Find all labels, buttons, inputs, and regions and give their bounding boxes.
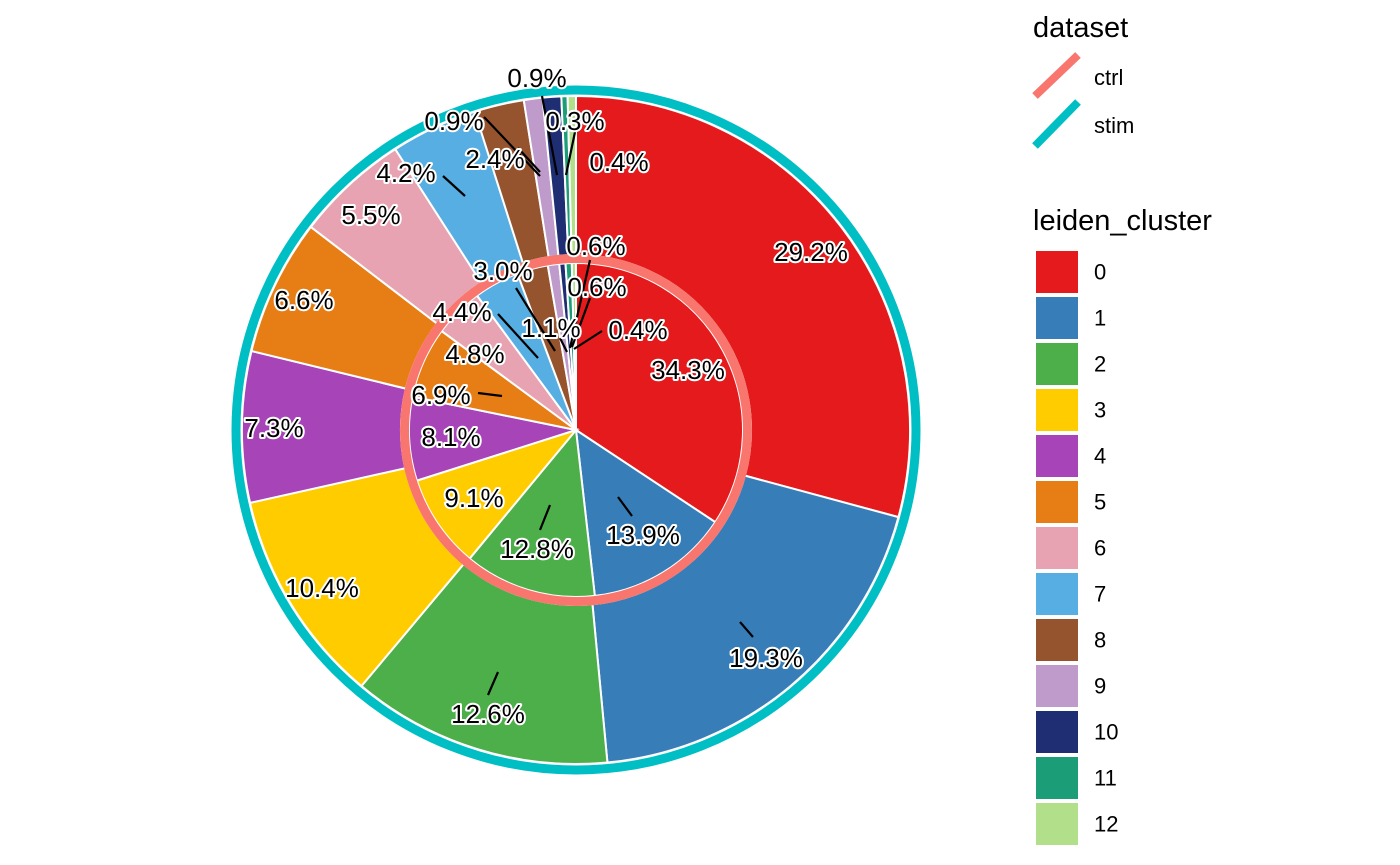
stim-label-cluster-4: 7.3% — [244, 413, 303, 443]
ctrl-leader-line-cluster-1 — [617, 496, 633, 517]
ctrl-label-cluster-6: 4.8% — [445, 339, 504, 369]
stim-label-cluster-11: 0.3% — [545, 106, 604, 136]
legend-swatch-cluster-3 — [1036, 389, 1078, 431]
legend-swatch-cluster-10 — [1036, 711, 1078, 753]
stim-label-cluster-6: 5.5% — [341, 200, 400, 230]
legend-label-cluster-11: 11 — [1094, 766, 1117, 791]
stim-label-cluster-2: 12.6% — [451, 699, 525, 729]
legend-swatch-cluster-5 — [1036, 481, 1078, 523]
legend-swatch-cluster-7 — [1036, 573, 1078, 615]
ctrl-label-cluster-3: 9.1% — [444, 483, 503, 513]
ctrl-label-cluster-12: 0.4% — [608, 315, 667, 345]
legend-label-cluster-10: 10 — [1094, 720, 1118, 745]
ctrl-label-cluster-1: 13.9% — [606, 520, 680, 550]
legend-label-cluster-1: 1 — [1094, 306, 1106, 331]
legend-label-cluster-7: 7 — [1094, 582, 1106, 607]
ctrl-leader-line-cluster-2 — [538, 504, 552, 531]
ctrl-label-cluster-0: 34.3% — [651, 355, 725, 385]
legend: dataset ctrl stim leiden_cluster 0123456… — [1032, 12, 1212, 845]
ctrl-slice-cluster-1 — [574, 427, 717, 598]
legend-label-cluster-6: 6 — [1094, 536, 1106, 561]
stim-leader-line-cluster-2 — [486, 671, 500, 696]
legend-title-dataset: dataset — [1033, 12, 1128, 44]
legend-swatch-cluster-1 — [1036, 297, 1078, 339]
legend-swatch-cluster-0 — [1036, 251, 1078, 293]
stim-ring-slices — [241, 94, 911, 765]
label-leader-lines — [442, 95, 754, 696]
stim-leader-line-cluster-9 — [483, 116, 541, 177]
ctrl-leader-line-cluster-10 — [568, 259, 592, 349]
legend-label-stim: stim — [1094, 113, 1134, 138]
stim-leader-line-cluster-1 — [739, 621, 754, 638]
legend-label-cluster-9: 9 — [1094, 674, 1106, 699]
stim-label-cluster-10: 0.9% — [507, 63, 566, 93]
ctrl-label-cluster-11: 0.6% — [567, 272, 626, 302]
ctrl-leader-line-cluster-5 — [477, 391, 503, 398]
stim-label-cluster-1: 19.3% — [729, 643, 803, 673]
stim-leader-line-cluster-10 — [540, 95, 559, 176]
stim-leader-line-cluster-8 — [517, 147, 541, 173]
stim-label-cluster-7: 4.2% — [376, 158, 435, 188]
legend-label-cluster-3: 3 — [1094, 398, 1106, 423]
ctrl-slice-cluster-3 — [415, 428, 579, 561]
ctrl-label-cluster-5: 6.9% — [411, 380, 470, 410]
legend-key-ctrl — [1032, 52, 1081, 99]
stim-ring-border — [231, 85, 921, 775]
legend-key-stim — [1032, 99, 1081, 149]
ctrl-label-cluster-4: 8.1% — [421, 422, 480, 452]
legend-label-cluster-2: 2 — [1094, 352, 1106, 377]
legend-swatch-cluster-2 — [1036, 343, 1078, 385]
legend-label-ctrl: ctrl — [1094, 65, 1123, 90]
ctrl-leader-line-cluster-11 — [570, 297, 592, 348]
ctrl-label-cluster-7: 4.4% — [432, 297, 491, 327]
legend-label-cluster-0: 0 — [1094, 260, 1106, 285]
stim-label-cluster-9: 0.9% — [424, 106, 483, 136]
stim-leader-line-cluster-11 — [564, 131, 577, 176]
ctrl-label-cluster-9: 1.1% — [521, 313, 580, 343]
legend-swatch-cluster-9 — [1036, 665, 1078, 707]
ctrl-leader-line-cluster-9 — [559, 337, 568, 353]
legend-label-cluster-5: 5 — [1094, 490, 1106, 515]
stim-label-cluster-5: 6.6% — [274, 285, 333, 315]
stim-label-cluster-0: 29.2% — [774, 237, 848, 267]
ctrl-label-cluster-10: 0.6% — [566, 231, 625, 261]
legend-swatch-cluster-8 — [1036, 619, 1078, 661]
legend-swatch-cluster-6 — [1036, 527, 1078, 569]
ctrl-label-cluster-8: 3.0% — [473, 256, 532, 286]
ctrl-label-cluster-2: 12.8% — [500, 534, 574, 564]
stim-label-cluster-8: 2.4% — [465, 144, 524, 174]
ctrl-slice-cluster-2 — [468, 427, 596, 598]
ctrl-leader-line-cluster-8 — [515, 287, 556, 352]
ctrl-ring-border — [400, 254, 752, 606]
ctrl-ring-slices — [408, 261, 744, 598]
percentage-labels: 29.2% 19.3% 12.6% 10.4% 7.3% 6.6% 5.5% 4.2% 2.4%… — [242, 61, 850, 731]
legend-title-leiden-cluster: leiden_cluster — [1033, 205, 1212, 237]
legend-label-cluster-4: 4 — [1094, 444, 1106, 469]
ctrl-leader-line-cluster-12 — [573, 330, 603, 350]
legend-label-cluster-12: 12 — [1094, 812, 1118, 837]
stim-leader-line-cluster-7 — [442, 175, 466, 197]
legend-swatch-cluster-12 — [1036, 803, 1078, 845]
legend-swatch-cluster-4 — [1036, 435, 1078, 477]
legend-label-cluster-8: 8 — [1094, 628, 1106, 653]
stim-label-cluster-3: 10.4% — [285, 573, 359, 603]
legend-swatch-cluster-11 — [1036, 757, 1078, 799]
ctrl-leader-line-cluster-7 — [497, 313, 539, 359]
stim-label-cluster-12: 0.4% — [589, 147, 648, 177]
